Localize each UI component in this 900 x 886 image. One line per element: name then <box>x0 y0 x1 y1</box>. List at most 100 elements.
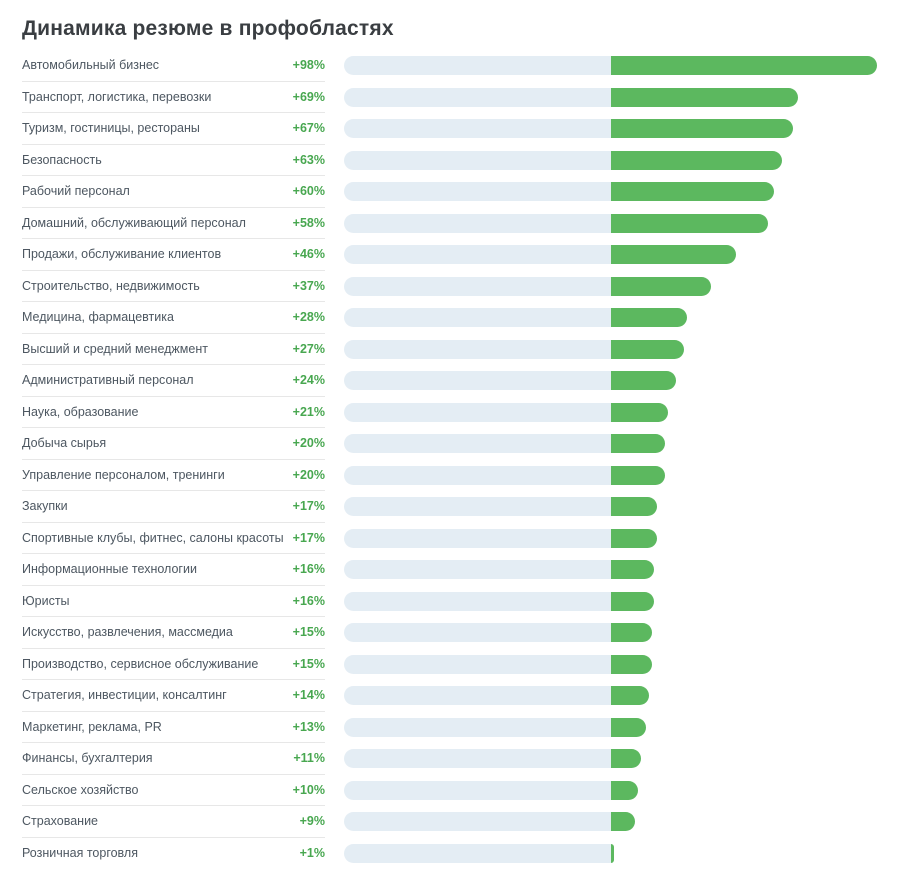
bar-cell <box>344 465 666 485</box>
bar-cell <box>344 308 687 328</box>
chart-row: Управление персоналом, тренинги +20% <box>22 460 880 491</box>
bar-cell <box>344 749 641 769</box>
bar-cell <box>344 276 712 296</box>
category-label: Финансы, бухгалтерия <box>22 751 153 766</box>
bar-fill <box>611 591 655 611</box>
bar-track <box>344 276 611 296</box>
row-label-cell: Продажи, обслуживание клиентов +46% <box>22 239 325 271</box>
category-label: Транспорт, логистика, перевозки <box>22 89 212 104</box>
value-label: +11% <box>293 751 325 766</box>
bar-track <box>344 528 611 548</box>
value-label: +15% <box>292 625 325 640</box>
row-label-cell: Домашний, обслуживающий персонал +58% <box>22 208 325 239</box>
bar-fill <box>611 717 647 737</box>
bar-fill <box>611 87 799 107</box>
value-label: +16% <box>292 593 325 608</box>
bar-cell <box>344 119 793 139</box>
row-label-cell: Высший и средний менеджмент +27% <box>22 334 325 365</box>
value-label: +14% <box>292 688 325 703</box>
chart-row: Спортивные клубы, фитнес, салоны красоты… <box>22 523 880 554</box>
row-label-cell: Производство, сервисное обслуживание +15… <box>22 649 325 680</box>
value-label: +63% <box>292 152 325 167</box>
value-label: +27% <box>292 341 325 356</box>
bar-cell <box>344 717 647 737</box>
category-label: Искусство, развлечения, массмедиа <box>22 625 233 640</box>
chart-row: Рабочий персонал +60% <box>22 176 880 208</box>
bar-cell <box>344 780 639 800</box>
bar-cell <box>344 528 658 548</box>
chart-row: Туризм, гостиницы, рестораны +67% <box>22 113 880 145</box>
bar-cell <box>344 402 668 422</box>
value-label: +60% <box>292 184 325 199</box>
bar-fill <box>611 528 658 548</box>
bar-cell <box>344 434 666 454</box>
row-label-cell: Маркетинг, реклама, PR +13% <box>22 712 325 743</box>
category-label: Домашний, обслуживающий персонал <box>22 215 246 230</box>
category-label: Сельское хозяйство <box>22 782 139 797</box>
bar-fill <box>611 56 877 76</box>
bar-track <box>344 717 611 737</box>
chart-row: Стратегия, инвестиции, консалтинг +14% <box>22 680 880 712</box>
bar-track <box>344 213 611 233</box>
value-label: +58% <box>292 215 325 230</box>
category-label: Закупки <box>22 499 68 514</box>
bar-track <box>344 87 611 107</box>
bar-track <box>344 465 611 485</box>
bar-track <box>344 119 611 139</box>
value-label: +24% <box>292 373 325 388</box>
bar-fill <box>611 119 793 139</box>
chart-row: Безопасность +63% <box>22 145 880 176</box>
category-label: Туризм, гостиницы, рестораны <box>22 121 200 136</box>
value-label: +46% <box>292 247 325 262</box>
category-label: Маркетинг, реклама, PR <box>22 719 162 734</box>
row-label-cell: Спортивные клубы, фитнес, салоны красоты… <box>22 523 325 554</box>
bar-track <box>344 56 611 76</box>
value-label: +21% <box>292 404 325 419</box>
category-label: Стратегия, инвестиции, консалтинг <box>22 688 227 703</box>
bar-fill <box>611 465 666 485</box>
value-label: +16% <box>292 562 325 577</box>
chart-row: Продажи, обслуживание клиентов +46% <box>22 239 880 271</box>
chart-row: Административный персонал +24% <box>22 365 880 397</box>
bar-track <box>344 245 611 265</box>
chart-row: Маркетинг, реклама, PR +13% <box>22 712 880 743</box>
bar-fill <box>611 150 782 170</box>
row-label-cell: Административный персонал +24% <box>22 365 325 397</box>
value-label: +28% <box>292 310 325 325</box>
value-label: +69% <box>292 89 325 104</box>
bar-track <box>344 654 611 674</box>
value-label: +17% <box>292 530 325 545</box>
bar-cell <box>344 245 736 265</box>
bar-fill <box>611 371 677 391</box>
bar-fill <box>611 402 668 422</box>
bar-track <box>344 686 611 706</box>
bar-fill <box>611 780 639 800</box>
row-label-cell: Автомобильный бизнес +98% <box>22 50 325 82</box>
category-label: Строительство, недвижимость <box>22 278 200 293</box>
row-label-cell: Медицина, фармацевтика +28% <box>22 302 325 334</box>
value-label: +98% <box>292 58 325 73</box>
value-label: +10% <box>292 782 325 797</box>
category-label: Рабочий персонал <box>22 184 130 199</box>
bar-cell <box>344 213 769 233</box>
chart-row: Медицина, фармацевтика +28% <box>22 302 880 334</box>
row-label-cell: Страхование +9% <box>22 806 325 838</box>
row-label-cell: Добыча сырья +20% <box>22 428 325 460</box>
chart-title: Динамика резюме в профобластях <box>22 17 394 40</box>
chart-row: Юристы +16% <box>22 586 880 617</box>
row-label-cell: Закупки +17% <box>22 491 325 523</box>
chart-row: Добыча сырья +20% <box>22 428 880 460</box>
bar-track <box>344 150 611 170</box>
bar-cell <box>344 654 652 674</box>
bar-cell <box>344 56 877 76</box>
value-label: +1% <box>299 846 325 861</box>
chart-row: Информационные технологии +16% <box>22 554 880 586</box>
row-label-cell: Управление персоналом, тренинги +20% <box>22 460 325 491</box>
value-label: +20% <box>292 436 325 451</box>
bar-fill <box>611 339 685 359</box>
bar-fill <box>611 749 641 769</box>
bar-cell <box>344 843 614 863</box>
chart-row: Производство, сервисное обслуживание +15… <box>22 649 880 680</box>
category-label: Информационные технологии <box>22 562 197 577</box>
bar-fill <box>611 686 649 706</box>
